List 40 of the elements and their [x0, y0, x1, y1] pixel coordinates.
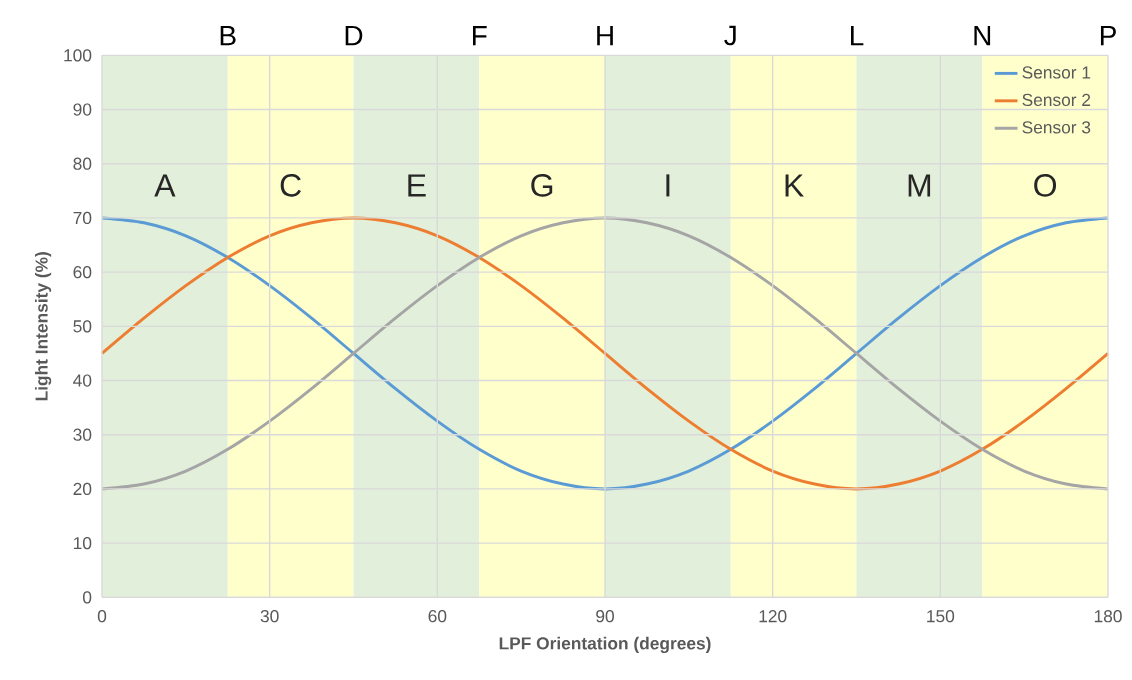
band-label: K [785, 174, 804, 197]
x-axis-title: LPF Orientation (degrees) [499, 636, 711, 654]
y-tick-label: 40 [73, 374, 92, 387]
y-axis-title: Light Intensity (%) [34, 252, 52, 401]
text: N [974, 26, 991, 46]
x-tick-label: 120 [759, 610, 787, 623]
band-label: C [280, 174, 301, 197]
line-series [100, 216, 1110, 491]
x-tick-label: 0 [97, 610, 107, 623]
x-tick-label: 30 [260, 610, 279, 623]
legend-label: Sensor 3 [1022, 121, 1091, 134]
y-tick-label: 10 [74, 536, 92, 550]
x-tick-label: 90 [596, 610, 614, 623]
y-tick-label: 0 [82, 591, 92, 604]
text: D [345, 26, 363, 46]
text: L [851, 26, 864, 46]
band-label: O [1034, 174, 1057, 197]
text: B [220, 26, 236, 46]
y-tick-label: 100 [64, 49, 92, 62]
y-tick-label: 20 [73, 482, 92, 496]
band-label: M [908, 174, 931, 197]
y-tick-label: 90 [73, 103, 92, 116]
text: P [1100, 26, 1116, 46]
text: H [597, 26, 613, 46]
band-label: G [531, 174, 553, 197]
y-tick-label: 50 [73, 320, 92, 333]
x-tick-label: 150 [927, 610, 955, 623]
legend-label: Sensor 1 [1022, 66, 1091, 79]
y-tick-label: 60 [73, 265, 92, 279]
band-label: I [666, 174, 670, 197]
band-label: E [408, 174, 426, 197]
band-label: A [154, 174, 176, 197]
text: F [473, 26, 487, 46]
legend-label: Sensor 2 [1022, 93, 1091, 107]
x-tick-label: 60 [428, 610, 447, 623]
y-tick-label: 80 [73, 157, 92, 170]
y-tick-label: 70 [73, 211, 92, 225]
text: J [724, 25, 736, 46]
y-tick-label: 30 [73, 428, 92, 441]
x-tick-label: 180 [1094, 610, 1122, 623]
